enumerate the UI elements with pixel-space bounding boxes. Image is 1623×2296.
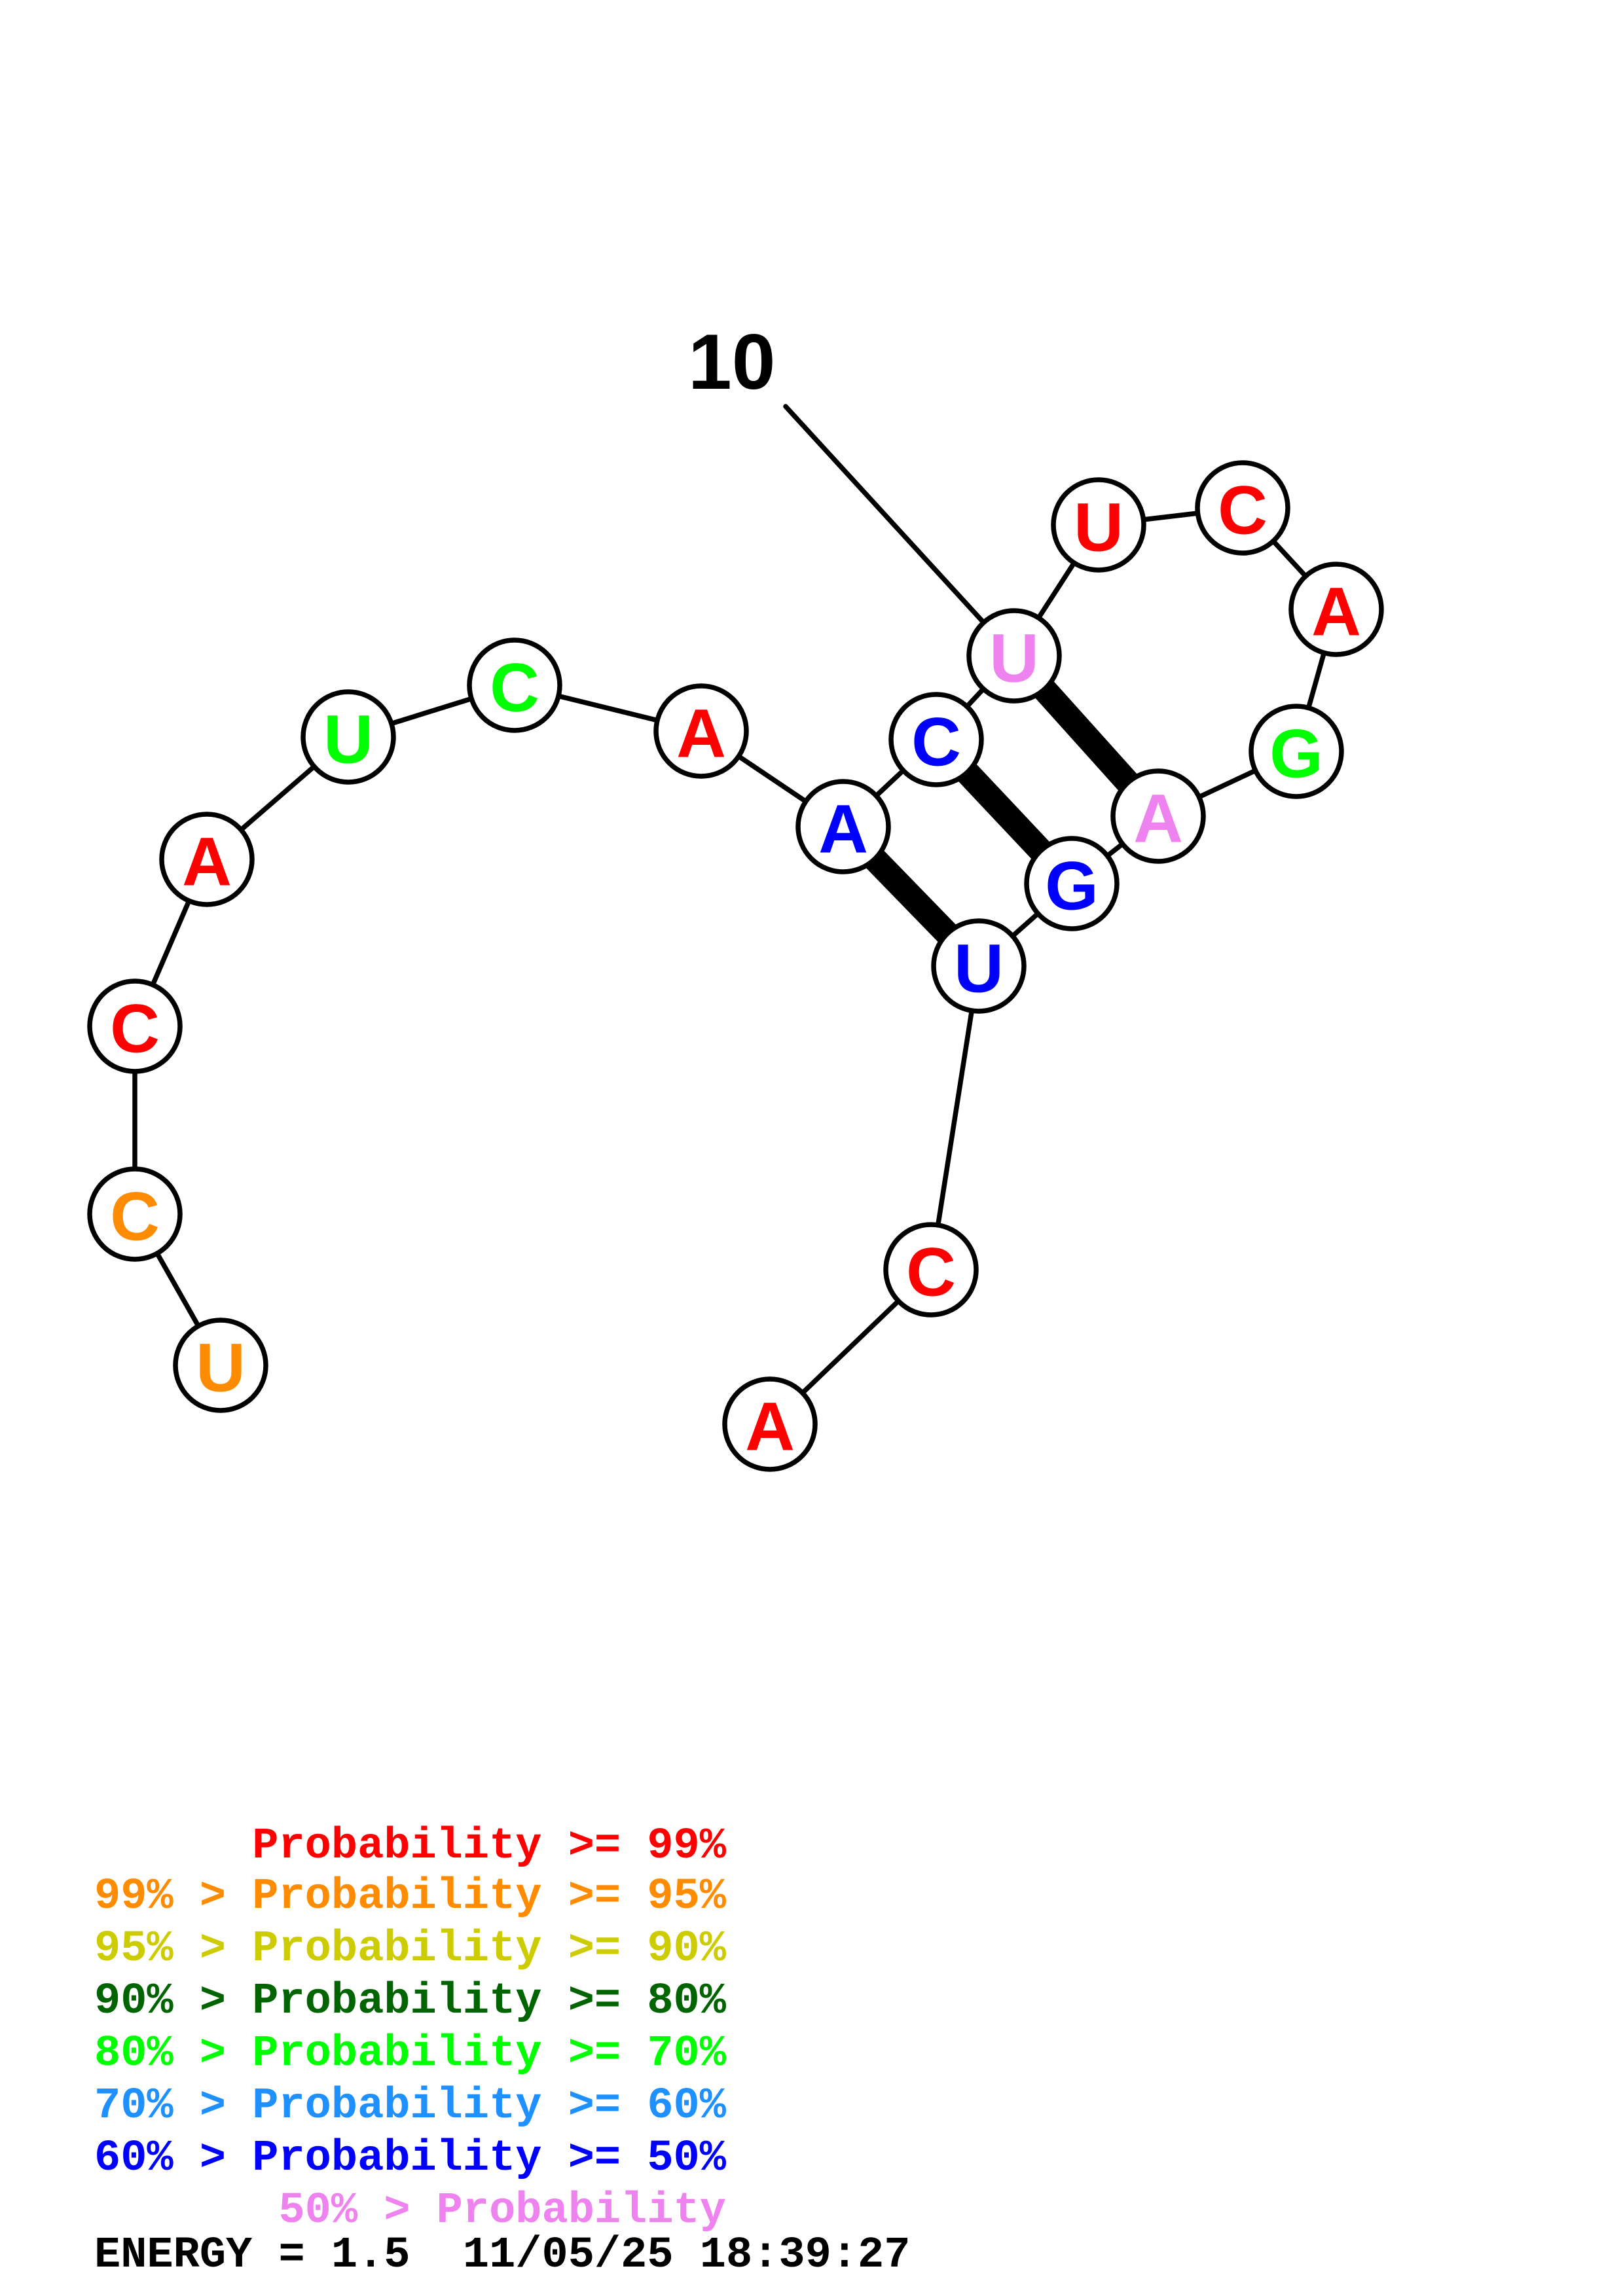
svg-text:A: A (182, 824, 232, 901)
svg-text:A: A (818, 791, 868, 868)
svg-text:A: A (1311, 574, 1361, 651)
svg-text:U: U (196, 1330, 246, 1407)
svg-text:U: U (989, 620, 1039, 697)
svg-text:C: C (110, 1179, 160, 1255)
svg-text:U: U (1074, 490, 1123, 566)
svg-text:C: C (1218, 473, 1267, 549)
svg-text:10: 10 (688, 318, 775, 406)
svg-text:U: U (954, 931, 1004, 1007)
svg-text:C: C (906, 1234, 956, 1311)
svg-text:U: U (323, 702, 373, 778)
svg-text:C: C (911, 704, 961, 781)
svg-text:C: C (490, 650, 539, 726)
svg-text:G: G (1269, 716, 1323, 793)
svg-text:A: A (745, 1389, 795, 1465)
svg-text:C: C (110, 991, 160, 1067)
svg-text:A: A (1133, 781, 1183, 857)
svg-text:A: A (676, 696, 726, 772)
svg-text:G: G (1045, 848, 1099, 925)
